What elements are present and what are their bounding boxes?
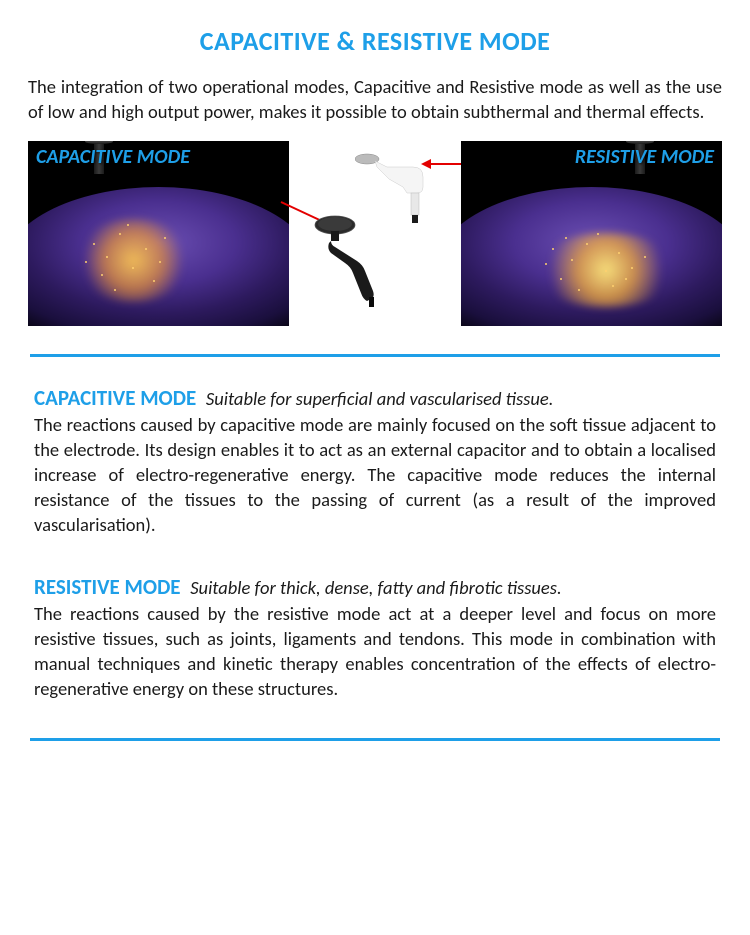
capacitive-subtitle: Suitable for superficial and vascularise…: [206, 387, 554, 410]
device-panel: [295, 141, 455, 326]
illustration-row: CAPACITIVE MODE: [28, 141, 722, 326]
capacitive-panel: CAPACITIVE MODE: [28, 141, 289, 326]
divider: [30, 738, 720, 741]
resistive-heading: RESISTIVE MODE: [34, 574, 181, 600]
capacitive-section: CAPACITIVE MODE Suitable for superficial…: [34, 385, 716, 538]
resistive-subtitle: Suitable for thick, dense, fatty and fib…: [190, 576, 561, 599]
intro-text: The integration of two operational modes…: [28, 75, 722, 125]
page-title: CAPACITIVE & RESISTIVE MODE: [28, 25, 722, 57]
divider: [30, 354, 720, 357]
resistive-panel-label: RESISTIVE MODE: [575, 145, 714, 169]
capacitive-body: The reactions caused by capacitive mode …: [34, 413, 716, 538]
capacitive-heading: CAPACITIVE MODE: [34, 385, 196, 411]
black-handpiece-icon: [313, 213, 391, 308]
resistive-panel: RESISTIVE MODE: [461, 141, 722, 326]
resistive-body: The reactions caused by the resistive mo…: [34, 602, 716, 702]
resistive-section: RESISTIVE MODE Suitable for thick, dense…: [34, 574, 716, 702]
capacitive-panel-label: CAPACITIVE MODE: [36, 145, 190, 169]
